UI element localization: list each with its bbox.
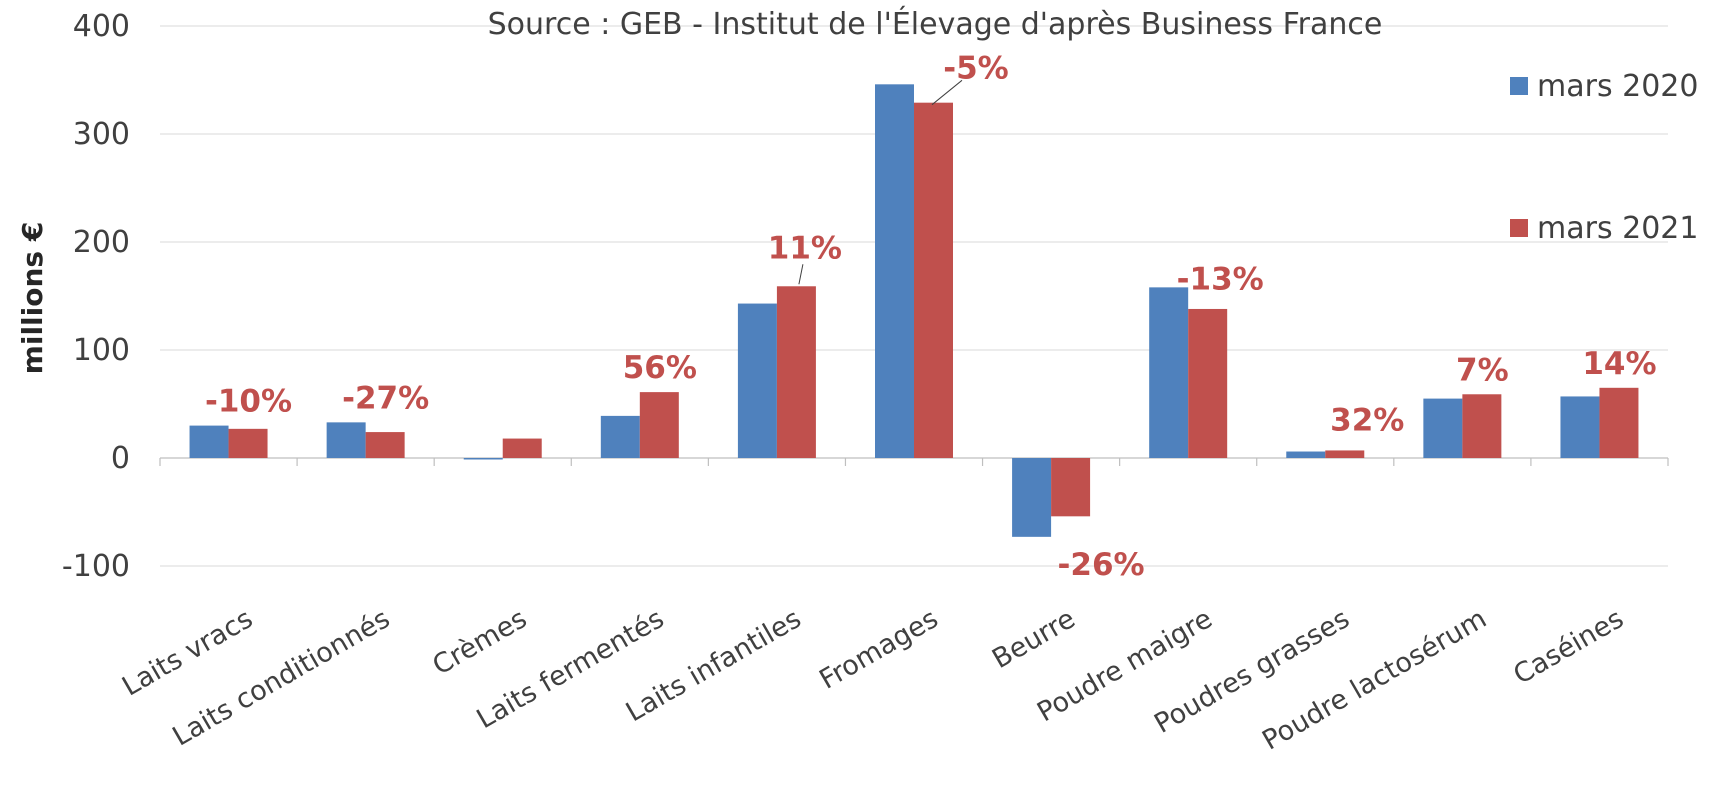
bar-mars-2020	[463, 458, 503, 460]
y-tick-label: 300	[73, 117, 130, 152]
legend-label: mars 2021	[1537, 211, 1698, 246]
bar-mars-2021	[228, 428, 268, 458]
x-category-label: Poudre lactosérum	[1257, 603, 1492, 756]
legend-swatch	[1510, 77, 1528, 95]
legend-swatch	[1510, 219, 1528, 237]
percent-change-label: -5%	[943, 50, 1009, 86]
percent-change-label: 11%	[768, 230, 842, 266]
bar-mars-2020	[1423, 398, 1463, 458]
bar-mars-2021	[502, 438, 542, 458]
bar-mars-2021	[1188, 308, 1228, 458]
bar-mars-2021	[1325, 450, 1365, 458]
bar-mars-2021	[365, 432, 405, 458]
x-category-label: Laits conditionnés	[168, 603, 396, 752]
y-tick-label: 100	[73, 333, 130, 368]
bar-mars-2021	[1599, 387, 1639, 458]
chart-source-title: Source : GEB - Institut de l'Élevage d'a…	[488, 6, 1383, 42]
bar-mars-2020	[600, 415, 640, 458]
bar-mars-2021	[914, 102, 953, 459]
bar-mars-2020	[1286, 451, 1326, 458]
y-axis-label: millions €	[16, 222, 49, 375]
y-tick-label: 0	[111, 441, 130, 476]
bar-mars-2020	[1560, 396, 1600, 458]
x-category-label: Crèmes	[428, 603, 533, 681]
bar-mars-2021	[776, 286, 816, 458]
bar-mars-2020	[1012, 458, 1052, 537]
bar-mars-2021	[639, 392, 679, 458]
bar-mars-2020	[737, 303, 777, 458]
y-tick-label: 200	[73, 225, 130, 260]
bar-mars-2021	[1051, 458, 1091, 517]
y-tick-label: 400	[73, 9, 130, 44]
percent-change-label: -10%	[205, 384, 292, 420]
bar-mars-2020	[1149, 287, 1189, 458]
percent-change-label: 32%	[1330, 402, 1404, 438]
bar-mars-2020	[189, 425, 229, 458]
annotation-leader	[798, 264, 804, 285]
percent-change-label: 7%	[1456, 352, 1509, 388]
percent-change-label: 56%	[623, 350, 697, 386]
annotation-leader	[931, 79, 963, 106]
bar-mars-2021	[1462, 394, 1502, 458]
y-tick-label: -100	[62, 549, 130, 584]
x-category-label: Beurre	[987, 603, 1080, 675]
bar-mars-2020	[875, 84, 914, 458]
x-category-label: Caséines	[1508, 603, 1629, 691]
percent-change-label: -27%	[342, 380, 429, 416]
percent-change-label: 14%	[1582, 346, 1656, 382]
legend-label: mars 2020	[1537, 69, 1698, 104]
percent-change-label: -26%	[1058, 547, 1145, 583]
x-category-label: Fromages	[814, 603, 943, 695]
percent-change-label: -13%	[1177, 261, 1264, 297]
bar-mars-2020	[326, 422, 366, 458]
